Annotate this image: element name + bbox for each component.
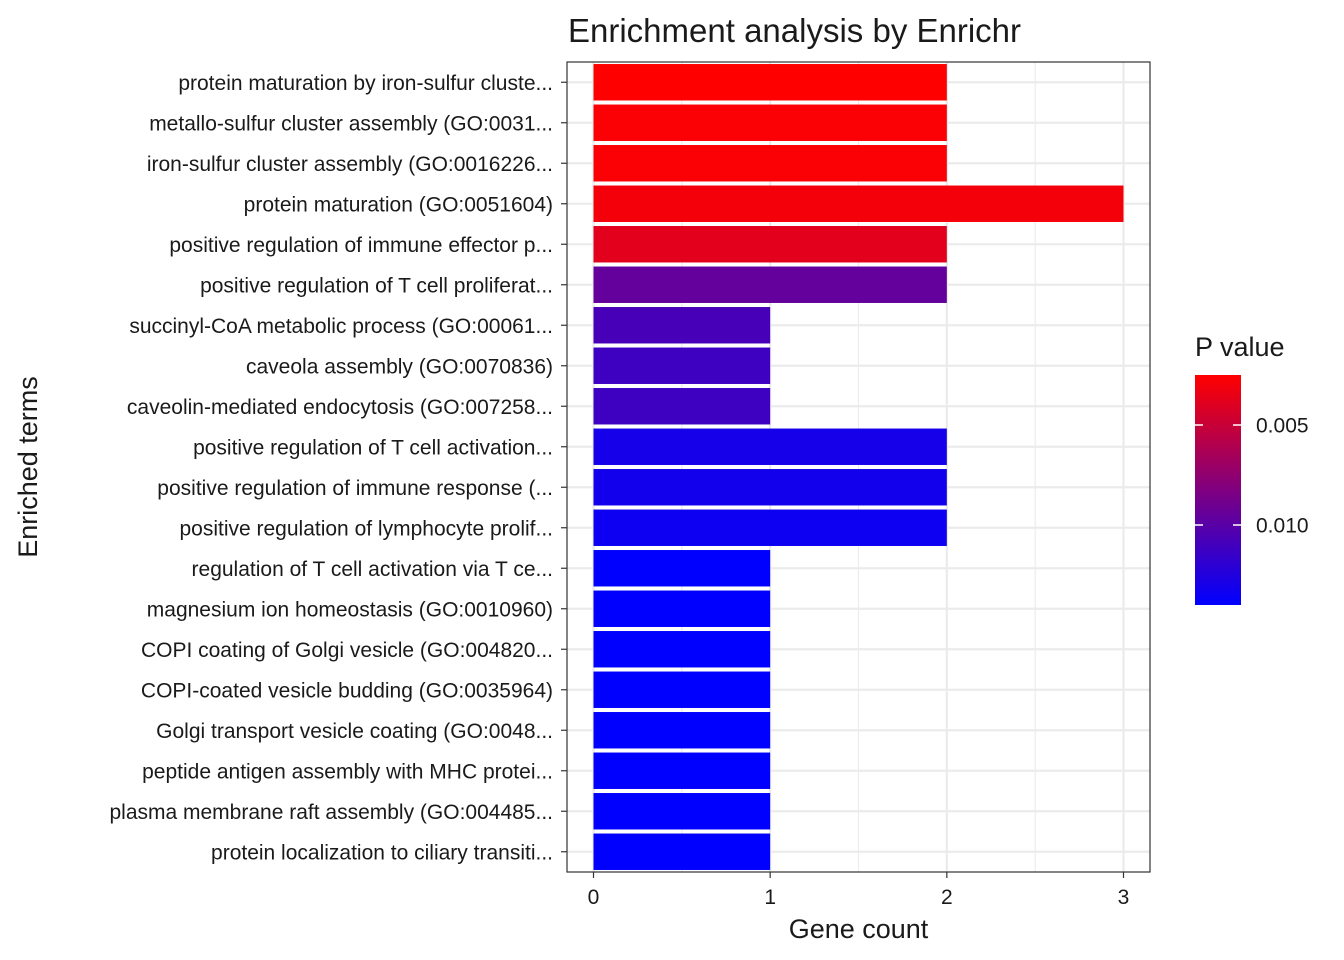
x-tick-label: 1 bbox=[764, 886, 776, 909]
y-tick-label: COPI-coated vesicle budding (GO:0035964) bbox=[141, 679, 553, 702]
y-tick-label: COPI coating of Golgi vesicle (GO:004820… bbox=[141, 639, 553, 662]
bar bbox=[593, 793, 771, 830]
x-tick-label: 3 bbox=[1118, 886, 1130, 909]
legend-title: P value bbox=[1195, 332, 1285, 362]
y-tick-label: succinyl-CoA metabolic process (GO:00061… bbox=[129, 315, 553, 338]
bar bbox=[593, 631, 771, 668]
bar bbox=[593, 590, 771, 627]
bar bbox=[593, 226, 947, 263]
legend-tick-label: 0.005 bbox=[1256, 415, 1309, 438]
y-tick-label: Golgi transport vesicle coating (GO:0048… bbox=[156, 720, 553, 743]
y-tick-label: protein localization to ciliary transiti… bbox=[211, 841, 553, 864]
bar bbox=[593, 671, 771, 708]
bar bbox=[593, 388, 771, 425]
legend-tick-label: 0.010 bbox=[1256, 515, 1309, 538]
bar bbox=[593, 347, 771, 384]
y-tick-label: regulation of T cell activation via T ce… bbox=[192, 558, 553, 581]
y-tick-label: magnesium ion homeostasis (GO:0010960) bbox=[147, 598, 553, 621]
chart-title: Enrichment analysis by Enrichr bbox=[568, 12, 1021, 49]
bar bbox=[593, 64, 947, 101]
y-tick-label: plasma membrane raft assembly (GO:004485… bbox=[109, 801, 553, 824]
y-tick-label: positive regulation of lymphocyte prolif… bbox=[179, 517, 553, 540]
y-axis: protein maturation by iron-sulfur cluste… bbox=[109, 72, 567, 864]
bar bbox=[593, 712, 771, 749]
bar bbox=[593, 833, 771, 870]
y-tick-label: metallo-sulfur cluster assembly (GO:0031… bbox=[149, 112, 553, 135]
panel-border bbox=[566, 61, 1151, 873]
legend-colorbar bbox=[1195, 375, 1241, 605]
y-tick-label: positive regulation of immune response (… bbox=[157, 477, 553, 500]
y-tick-label: caveola assembly (GO:0070836) bbox=[246, 355, 553, 378]
y-tick-label: protein maturation by iron-sulfur cluste… bbox=[178, 72, 553, 95]
y-tick-label: positive regulation of T cell activation… bbox=[193, 436, 553, 459]
y-tick-label: iron-sulfur cluster assembly (GO:0016226… bbox=[147, 153, 553, 176]
y-tick-label: protein maturation (GO:0051604) bbox=[244, 193, 553, 216]
bar bbox=[593, 509, 947, 546]
y-tick-label: peptide antigen assembly with MHC protei… bbox=[142, 760, 553, 783]
bar bbox=[593, 104, 947, 141]
y-tick-label: caveolin-mediated endocytosis (GO:007258… bbox=[127, 396, 553, 419]
x-tick-label: 0 bbox=[588, 886, 600, 909]
bar bbox=[593, 145, 947, 182]
p-value-legend: P value 0.005 0.010 bbox=[1195, 332, 1309, 605]
y-tick-label: positive regulation of immune effector p… bbox=[169, 234, 553, 257]
bar bbox=[593, 307, 771, 344]
bar bbox=[593, 752, 771, 789]
bar bbox=[593, 469, 947, 506]
bars bbox=[593, 64, 1124, 870]
plot-panel bbox=[566, 61, 1151, 873]
bar bbox=[593, 185, 1124, 222]
x-axis: 0 1 2 3 bbox=[588, 872, 1130, 909]
y-tick-label: positive regulation of T cell proliferat… bbox=[200, 274, 553, 297]
x-tick-label: 2 bbox=[941, 886, 953, 909]
y-axis-title: Enriched terms bbox=[13, 376, 43, 558]
x-axis-title: Gene count bbox=[789, 914, 929, 944]
legend-ticks: 0.005 0.010 bbox=[1195, 415, 1309, 538]
bar bbox=[593, 550, 771, 587]
bar bbox=[593, 428, 947, 465]
bar bbox=[593, 266, 947, 303]
